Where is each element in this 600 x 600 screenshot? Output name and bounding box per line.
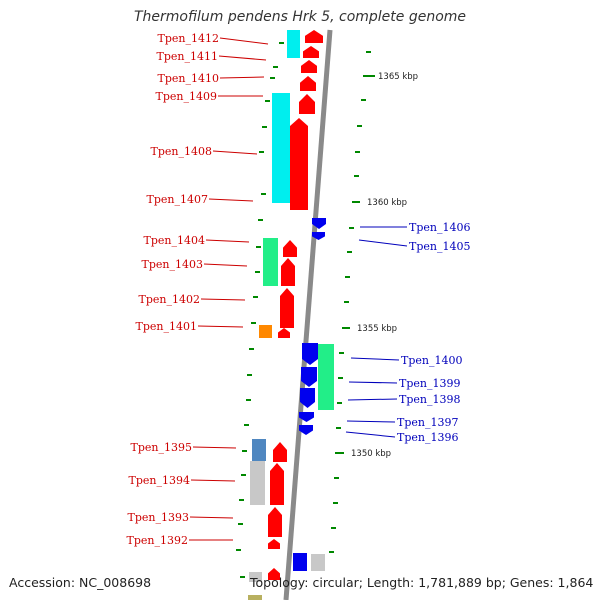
label-leader-line [203,263,248,267]
gene-label-reverse: Tpen_1398 [399,393,460,406]
gene-label-forward: Tpen_1393 [128,511,189,524]
label-leader-line [347,398,398,401]
label-leader-line [219,76,265,79]
map-title: Thermofilum pendens Hrk 5, complete geno… [133,9,467,25]
reverse-gene-arrow [299,425,313,435]
accession-text: Accession: NC_008698 [9,575,152,590]
forward-gene-arrow [268,568,280,580]
forward-gene-arrow [299,94,315,114]
gene-label-forward: Tpen_1394 [129,474,190,487]
label-leader-line [346,420,396,423]
gene-label-reverse: Tpen_1400 [401,354,462,367]
gene-label-forward: Tpen_1402 [139,293,200,306]
gene-features [248,30,334,600]
label-leader-line [208,198,254,202]
forward-gene-arrow [303,46,319,58]
label-leader-line [345,431,396,438]
cog-block-gray [311,554,325,571]
gene-label-reverse: Tpen_1397 [397,416,458,429]
cog-block-gray [249,572,262,582]
gene-labels: 1365 kbp 1360 kbp 1355 kbp 1350 kbp Tpen_141… [127,32,471,547]
reverse-gene-block [293,553,307,571]
gene-label-forward: Tpen_1410 [158,72,219,85]
genome-backbone [283,29,333,600]
gene-label-forward: Tpen_1403 [142,258,203,271]
cog-block-steelblue [252,439,266,461]
cog-block-gray [250,461,265,505]
scale-label: 1350 kbp [351,449,391,459]
reverse-gene-arrow [302,343,318,365]
gene-label-reverse: Tpen_1406 [409,221,470,234]
gene-label-reverse: Tpen_1396 [397,431,458,444]
scale-label: 1365 kbp [378,72,418,82]
cog-block-cyan [287,30,300,58]
cog-block-cyan [272,93,290,203]
label-leader-line [350,357,400,361]
forward-gene-arrow [283,240,297,257]
label-leader-line [205,239,250,243]
gene-label-forward: Tpen_1409 [156,90,217,103]
forward-gene-arrow [268,539,280,549]
forward-gene-arrow [305,30,323,43]
gene-label-forward: Tpen_1411 [157,50,218,63]
forward-gene-arrow [268,507,282,537]
forward-gene-arrow [290,118,308,210]
gene-label-forward: Tpen_1392 [127,534,188,547]
gene-label-forward: Tpen_1408 [151,145,212,158]
forward-gene-arrow [300,76,316,91]
forward-gene-arrow [281,258,295,286]
gene-label-forward: Tpen_1412 [158,32,219,45]
label-leader-line [192,446,237,449]
reverse-gene-arrow [312,232,325,240]
label-leader-line [219,37,269,45]
forward-gene-arrow [280,288,294,328]
label-leaders [189,37,408,541]
label-leader-line [190,479,236,482]
gene-label-reverse: Tpen_1405 [409,240,470,253]
label-leader-line [200,298,246,301]
cog-block-olive [248,595,262,600]
topology-text: Topology: circular; Length: 1,781,889 bp… [250,575,594,590]
cog-block-green [318,344,334,410]
gene-label-reverse: Tpen_1399 [399,377,460,390]
forward-gene-arrow [270,463,284,505]
scale-label: 1355 kbp [357,324,397,334]
cog-block-green [263,238,278,286]
label-leader-line [218,55,267,61]
label-leader-line [197,325,244,328]
cog-block-orange [259,325,272,338]
reverse-gene-arrow [299,412,314,422]
reverse-gene-arrow [312,218,326,229]
label-leader-line [212,150,258,155]
reverse-gene-arrow [301,367,317,387]
forward-gene-arrow [301,60,317,73]
forward-gene-arrow [278,328,290,338]
label-leader-line [358,239,408,247]
gene-label-forward: Tpen_1395 [131,441,192,454]
scale-label: 1360 kbp [367,198,407,208]
gene-label-forward: Tpen_1404 [144,234,205,247]
reverse-gene-arrow [300,388,315,408]
forward-gene-arrow [273,442,287,462]
gene-label-forward: Tpen_1407 [147,193,208,206]
gene-label-forward: Tpen_1401 [136,320,197,333]
label-leader-line [189,516,234,519]
label-leader-line [348,381,398,384]
position-ticks [236,42,375,578]
